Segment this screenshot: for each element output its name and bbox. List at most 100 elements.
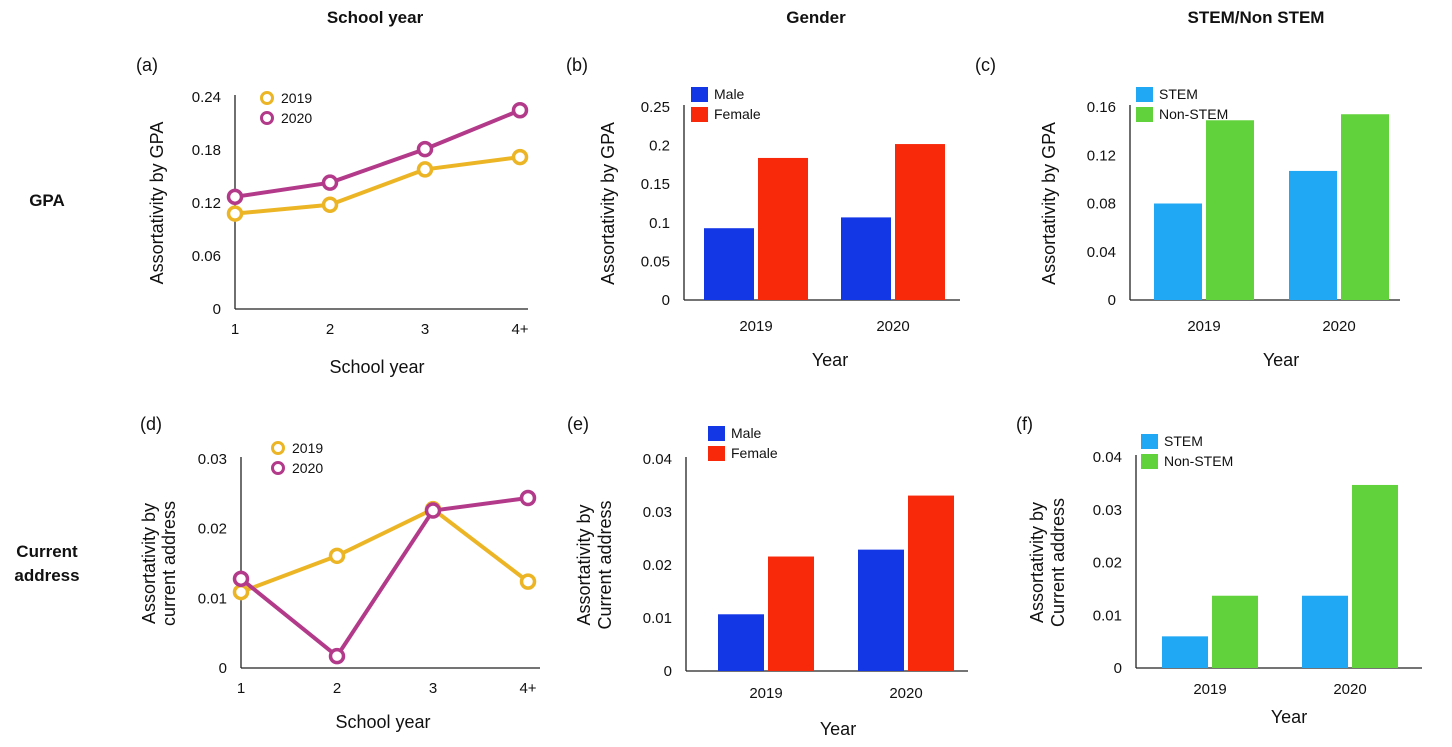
chart-f-xtick-label: 2019 [1193, 681, 1226, 698]
row-header-gpa: GPA [29, 191, 65, 210]
chart-a-data-point-2019 [321, 196, 339, 214]
chart-a-xtick-label: 2 [326, 321, 334, 338]
chart-d-data-point-2020 [424, 502, 442, 519]
chart-d-ytick-label: 0.01 [198, 590, 227, 607]
chart-e-ytick-label: 0 [664, 663, 672, 680]
chart-e-legend-label-Male: Male [731, 425, 762, 441]
chart-c-ytick-label: 0 [1108, 292, 1116, 309]
chart-c-x-axis-title: Year [1263, 350, 1299, 370]
chart-f-y-axis-title: Assortativity by [1027, 502, 1047, 623]
chart-d-panel-label: (d) [140, 414, 162, 434]
chart-c-panel-label: (c) [975, 55, 996, 75]
chart-e-bar-Female-2019 [768, 556, 814, 671]
chart-b-bar-Female-2020 [895, 144, 945, 300]
chart-a-xtick-label: 3 [421, 321, 429, 338]
chart-b-panel-label: (b) [566, 55, 588, 75]
chart-b-ytick-label: 0.25 [641, 99, 670, 116]
chart-f-panel-label: (f) [1016, 414, 1033, 434]
chart-a-ytick-label: 0.24 [192, 89, 221, 106]
chart-a-panel-label: (a) [136, 55, 158, 75]
chart-b-legend-label-Male: Male [714, 86, 745, 102]
chart-d-ytick-label: 0 [219, 660, 227, 677]
chart-a-xtick-label: 4+ [511, 321, 528, 338]
chart-b-ytick-label: 0.1 [649, 215, 670, 232]
chart-c-ytick-label: 0.12 [1087, 147, 1116, 164]
chart-b-bar-Female-2019 [758, 157, 808, 300]
chart-d-ytick-label: 0.03 [198, 451, 227, 468]
chart-d-data-point-2019 [519, 573, 537, 590]
chart-a-data-point-2020 [226, 188, 244, 206]
chart-e-y-axis-title: Current address [595, 500, 615, 629]
chart-e-legend-label-Female: Female [731, 445, 778, 461]
chart-f-y-axis-title: Current address [1048, 498, 1068, 627]
chart-a-series-line-2019 [234, 155, 521, 216]
chart-f-bar-STEM-2020 [1302, 595, 1348, 668]
chart-d-legend-marker-2019 [271, 441, 285, 455]
chart-f-bar-Non-STEM-2020 [1352, 484, 1398, 668]
chart-e-legend-swatch-Male [708, 426, 725, 441]
chart-b-ytick-label: 0.05 [641, 253, 670, 270]
chart-f-legend-swatch-Non-STEM [1141, 454, 1158, 469]
chart-a-legend-label-2019: 2019 [281, 90, 312, 106]
chart-c-bar-STEM-2019 [1154, 203, 1202, 300]
chart-e-ytick-label: 0.03 [643, 504, 672, 521]
chart-d-data-point-2020 [519, 489, 537, 507]
chart-d-data-point-2019 [328, 547, 346, 565]
column-header-stem: STEM/Non STEM [1187, 8, 1325, 27]
chart-d-y-axis-title: Assortativity by [139, 503, 159, 624]
chart-e-xtick-label: 2020 [889, 685, 922, 702]
chart-d-legend-label-2019: 2019 [292, 440, 323, 456]
chart-d-data-point-2020 [232, 570, 250, 588]
chart-e-y-axis-title: Assortativity by [574, 504, 594, 625]
chart-e-legend-swatch-Female [708, 446, 725, 461]
chart-f-legend-label-Non-STEM: Non-STEM [1164, 453, 1233, 469]
chart-c-legend-label-Non-STEM: Non-STEM [1159, 106, 1228, 122]
chart-c-legend-swatch-Non-STEM [1136, 107, 1153, 122]
column-header-school-year: School year [326, 8, 424, 27]
chart-f-xtick-label: 2020 [1333, 681, 1366, 698]
chart-e-ytick-label: 0.01 [643, 610, 672, 627]
chart-b-ytick-label: 0.15 [641, 176, 670, 193]
chart-a-data-point-2019 [511, 148, 529, 166]
chart-d-legend-marker-2020 [271, 461, 285, 475]
chart-d-xtick-label: 2 [333, 680, 341, 697]
chart-a-ytick-label: 0.06 [192, 248, 221, 265]
chart-d-data-point-2019 [232, 583, 250, 601]
chart-b-ytick-label: 0 [662, 292, 670, 309]
chart-c-bar-STEM-2020 [1289, 170, 1337, 300]
chart-a-legend-marker-2019 [260, 91, 274, 105]
chart-f-bar-Non-STEM-2019 [1212, 595, 1258, 668]
chart-b-y-axis-title: Assortativity by GPA [598, 122, 618, 285]
chart-d-series-line-2020 [239, 496, 529, 659]
chart-c-legend-label-STEM: STEM [1159, 86, 1198, 102]
chart-c-bar-Non-STEM-2020 [1341, 114, 1389, 300]
column-header-gender: Gender [786, 8, 846, 27]
chart-d-x-axis-title: School year [335, 712, 430, 732]
chart-d-ytick-label: 0.02 [198, 521, 227, 538]
chart-f-x-axis-title: Year [1271, 707, 1307, 727]
chart-c-xtick-label: 2019 [1187, 318, 1220, 335]
chart-d-legend-label-2020: 2020 [292, 460, 323, 476]
chart-e-xtick-label: 2019 [749, 685, 782, 702]
row-header-line-1: Current [16, 542, 78, 561]
chart-b-legend-swatch-Male [691, 87, 708, 102]
chart-b-legend-swatch-Female [691, 107, 708, 122]
chart-a-data-point-2019 [226, 205, 244, 222]
row-header-line-2: address [14, 566, 80, 585]
chart-c-legend-swatch-STEM [1136, 87, 1153, 102]
chart-b-x-axis-title: Year [812, 350, 848, 370]
chart-d-series-line-2019 [240, 507, 530, 594]
chart-a-legend-marker-2020 [260, 111, 274, 125]
chart-f-ytick-label: 0.01 [1093, 607, 1122, 624]
chart-a-x-axis-title: School year [329, 357, 424, 377]
chart-b-xtick-label: 2020 [876, 318, 909, 335]
chart-f-legend-label-STEM: STEM [1164, 433, 1203, 449]
chart-a-y-axis-title: Assortativity by GPA [147, 122, 167, 285]
chart-a-data-point-2019 [416, 161, 434, 178]
chart-b-legend-label-Female: Female [714, 106, 761, 122]
chart-f-legend-swatch-STEM [1141, 434, 1158, 449]
chart-b-bar-Male-2020 [841, 217, 891, 300]
chart-b-xtick-label: 2019 [739, 318, 772, 335]
chart-a-ytick-label: 0.12 [192, 195, 221, 212]
chart-d-xtick-label: 4+ [519, 680, 536, 697]
